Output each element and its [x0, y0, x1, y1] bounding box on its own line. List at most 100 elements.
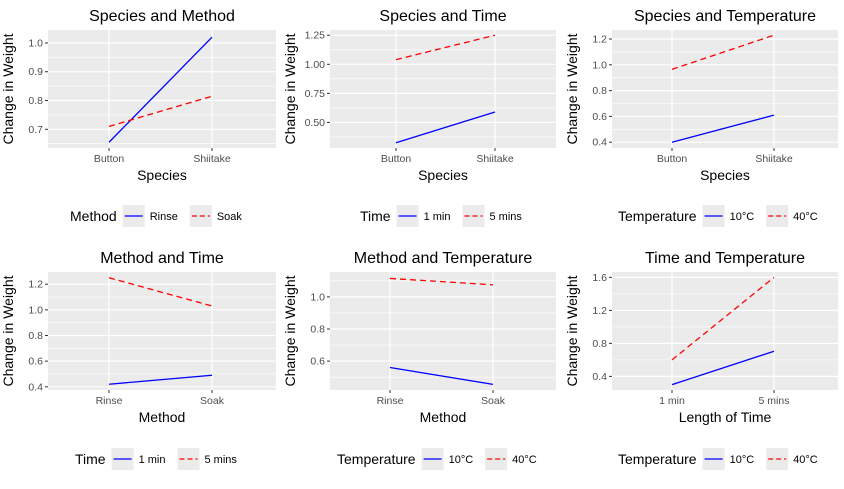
plot-background — [330, 30, 556, 148]
y-axis-label: Change in Weight — [0, 33, 16, 144]
legend-entry-label: 1 min — [139, 454, 166, 466]
chart-title: Species and Time — [379, 8, 506, 25]
legend-title: Time — [360, 208, 391, 224]
x-tick-label: Shiitake — [476, 153, 514, 165]
legend-entry-label: 40°C — [512, 454, 537, 466]
x-axis-label: Species — [418, 167, 468, 183]
y-tick-label: 1.0 — [310, 291, 325, 303]
y-axis-label: Change in Weight — [564, 33, 580, 144]
chart-panel-5: 0.6 0.8 1.0 Rinse Soak Method and Temperature… — [282, 250, 556, 470]
legend-title: Temperature — [337, 451, 416, 467]
x-tick-label: Button — [94, 153, 125, 165]
y-tick-label: 0.8 — [28, 330, 43, 342]
legend-entry-label: 5 mins — [205, 454, 238, 466]
y-tick-label: 1.0 — [28, 304, 43, 316]
chart-panel-6: 0.4 0.8 1.2 1.6 1 min 5 mins Time and Temperat… — [564, 250, 838, 470]
y-axis-label: Change in Weight — [282, 275, 298, 386]
chart-panel-2: 0.50 0.75 1.00 1.25 Button Shiitake Species an… — [282, 8, 556, 227]
x-axis-label: Length of Time — [679, 409, 772, 425]
chart-title: Method and Time — [100, 250, 224, 267]
legend-entry-label: Rinse — [150, 211, 178, 223]
legend-title: Time — [75, 451, 106, 467]
y-tick-label: 1.25 — [305, 30, 326, 42]
y-tick-label: 0.6 — [310, 356, 325, 368]
y-tick-label: 1.00 — [305, 59, 326, 71]
series-line-2 — [108, 95, 213, 128]
series-line-2 — [108, 277, 213, 307]
series-line-1 — [395, 111, 496, 144]
series-line-2 — [671, 34, 775, 70]
legend: Temperature 10°C 40°C — [618, 205, 818, 227]
legend-title: Temperature — [618, 451, 697, 467]
y-tick-label: 0.6 — [592, 111, 607, 123]
y-axis-label: Change in Weight — [282, 33, 298, 144]
legend: Temperature 10°C 40°C — [618, 448, 818, 470]
y-tick-label: 1.2 — [28, 279, 43, 291]
y-tick-label: 1.0 — [28, 37, 43, 49]
chart-title: Method and Temperature — [354, 250, 533, 267]
chart-panel-3: 0.4 0.6 0.8 1.0 1.2 Button Shiitake Species and… — [564, 8, 838, 227]
legend-entry-label: 40°C — [793, 211, 818, 223]
series-line-2 — [389, 277, 494, 286]
x-axis-label: Species — [700, 167, 750, 183]
y-tick-label: 0.7 — [28, 124, 43, 136]
legend: Time 1 min 5 mins — [75, 448, 237, 470]
x-tick-label: Button — [381, 153, 412, 165]
series-line-1 — [389, 366, 494, 386]
plot-background — [48, 272, 276, 390]
chart-panel-4: 0.4 0.6 0.8 1.0 1.2 Rinse Soak Method and Time M… — [0, 250, 276, 470]
y-axis-label: Change in Weight — [564, 275, 580, 386]
legend: Temperature 10°C 40°C — [337, 448, 537, 470]
x-tick-label: 1 min — [659, 395, 685, 407]
x-tick-label: Shiitake — [193, 153, 231, 165]
y-tick-label: 0.50 — [305, 117, 326, 129]
y-tick-label: 1.6 — [592, 272, 607, 284]
x-axis-label: Method — [139, 409, 186, 425]
legend-title: Method — [70, 208, 117, 224]
chart-title: Time and Temperature — [645, 250, 805, 267]
series-line-1 — [671, 114, 775, 143]
y-tick-label: 0.8 — [592, 338, 607, 350]
chart-title: Species and Temperature — [634, 8, 816, 25]
legend-entry-label: Soak — [217, 211, 243, 223]
y-tick-label: 0.8 — [28, 95, 43, 107]
y-tick-label: 0.4 — [592, 137, 607, 149]
y-tick-label: 1.0 — [592, 59, 607, 71]
legend-entry-label: 40°C — [793, 454, 818, 466]
series-line-2 — [395, 34, 496, 61]
x-tick-label: 5 mins — [759, 395, 790, 407]
chart-panel-1: 0.7 0.8 0.9 1.0 Button Shiitake Species and Me… — [0, 8, 276, 227]
plot-background — [330, 272, 556, 390]
x-axis-label: Species — [137, 167, 187, 183]
x-axis-label: Method — [420, 409, 467, 425]
x-tick-label: Soak — [200, 395, 225, 407]
legend-entry-label: 5 mins — [490, 211, 523, 223]
legend-title: Temperature — [618, 208, 697, 224]
y-tick-label: 0.8 — [310, 323, 325, 335]
y-tick-label: 1.2 — [592, 34, 607, 46]
legend: Method Rinse Soak — [70, 205, 242, 227]
legend-entry-label: 10°C — [730, 211, 755, 223]
y-tick-label: 0.4 — [28, 381, 43, 393]
y-tick-label: 0.9 — [28, 66, 43, 78]
legend: Time 1 min 5 mins — [360, 205, 522, 227]
y-axis-label: Change in Weight — [0, 275, 16, 386]
x-tick-label: Shiitake — [755, 153, 793, 165]
legend-entry-label: 10°C — [449, 454, 474, 466]
chart-title: Species and Method — [89, 8, 235, 25]
y-tick-label: 0.75 — [305, 88, 326, 100]
legend-entry-label: 10°C — [730, 454, 755, 466]
series-line-1 — [671, 350, 775, 386]
y-tick-label: 0.6 — [28, 356, 43, 368]
x-tick-label: Soak — [481, 395, 506, 407]
y-tick-label: 0.4 — [592, 371, 607, 383]
legend-entry-label: 1 min — [424, 211, 451, 223]
y-tick-label: 1.2 — [592, 305, 607, 317]
series-line-2 — [671, 276, 775, 361]
plot-background — [612, 30, 838, 148]
x-tick-label: Rinse — [96, 395, 123, 407]
plot-background — [612, 272, 838, 390]
series-line-1 — [108, 374, 213, 385]
